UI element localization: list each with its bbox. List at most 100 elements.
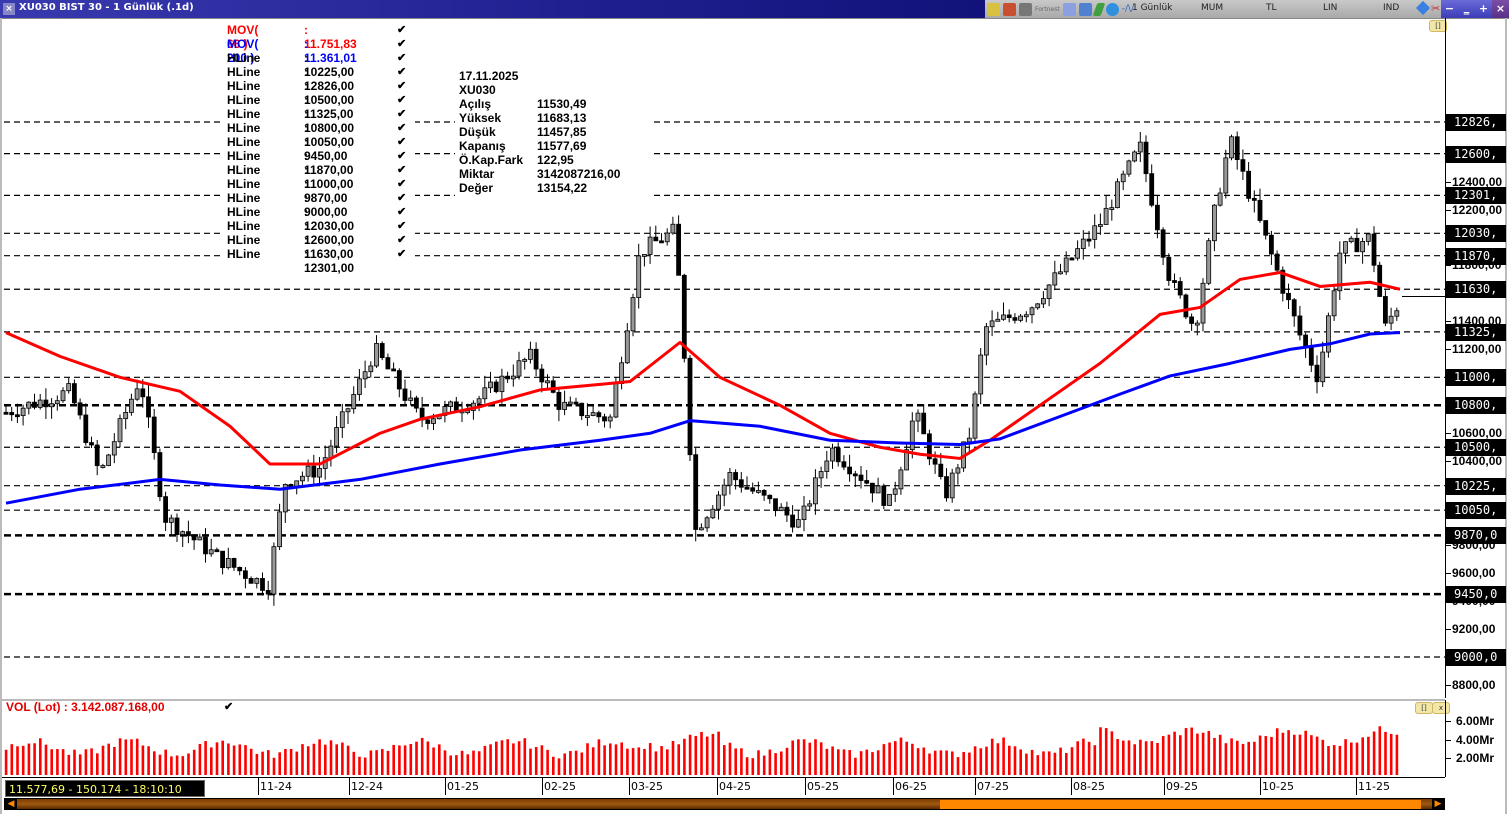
scroll-right-icon[interactable]: ▶ — [1432, 799, 1444, 809]
volume-check-icon[interactable]: ✔ — [224, 701, 234, 713]
legend-check-icon[interactable]: ✔ — [397, 38, 407, 50]
volume-bar — [460, 750, 464, 775]
candle — [841, 461, 847, 468]
candle — [1132, 151, 1137, 162]
legend-check-icon[interactable]: ✔ — [397, 52, 407, 64]
maximize-button[interactable]: + — [1475, 0, 1492, 18]
close-icon[interactable]: × — [3, 3, 15, 15]
volume-bar — [483, 745, 487, 775]
volume-bar — [563, 753, 566, 775]
candle — [351, 394, 357, 410]
scale-button[interactable]: LIN — [1323, 3, 1338, 13]
calc-icon[interactable] — [1062, 2, 1076, 16]
volume-bar — [232, 745, 236, 775]
candle — [704, 517, 710, 529]
info-row: Miktar 3142087216,00 — [459, 167, 659, 181]
tools-icon[interactable]: ✂ — [1431, 2, 1441, 15]
move-icon[interactable] — [1105, 2, 1119, 16]
panel-maximize-icon[interactable]: [] — [1429, 20, 1447, 32]
candle — [1103, 207, 1109, 225]
volume-bar — [1338, 745, 1342, 775]
candle — [738, 479, 744, 488]
candle — [140, 388, 146, 398]
candle-type-button[interactable]: MUM — [1201, 3, 1224, 13]
indicators-button[interactable]: IND — [1383, 3, 1400, 13]
window-icon[interactable] — [1019, 2, 1032, 16]
legend-check-icon[interactable]: ✔ — [397, 136, 407, 148]
indicator-icon[interactable]: -/\/ — [1121, 4, 1135, 14]
legend-check-icon[interactable]: ✔ — [397, 122, 407, 134]
chart-icon[interactable] — [1078, 2, 1092, 16]
volume-bar — [489, 744, 492, 775]
candle — [955, 467, 961, 474]
restore-button[interactable]: ‗ — [1458, 0, 1475, 18]
candle — [550, 380, 556, 393]
scroll-left-icon[interactable]: ◀ — [5, 799, 17, 809]
candle — [966, 437, 972, 443]
legend-check-icon[interactable]: ✔ — [397, 234, 407, 246]
legend-check-icon[interactable]: ✔ — [397, 108, 407, 120]
legend-check-icon[interactable]: ✔ — [397, 164, 407, 176]
candle — [191, 535, 197, 541]
legend-value: : 11630,00 — [304, 233, 354, 261]
volume-bar — [147, 746, 150, 775]
volume-bar — [774, 753, 777, 775]
volume-bar — [745, 757, 749, 775]
candle — [100, 465, 106, 468]
info-key: Değer — [459, 181, 494, 195]
volume-bar — [683, 738, 686, 775]
volume-bar — [1133, 744, 1136, 775]
legend-check-icon[interactable]: ✔ — [397, 248, 407, 260]
candle — [339, 411, 345, 428]
candle — [1274, 253, 1280, 271]
candle — [590, 412, 596, 416]
candle — [254, 578, 260, 584]
legend-check-icon[interactable]: ✔ — [397, 178, 407, 190]
candle — [927, 433, 932, 460]
title-bar-active: × XU030 BIST 30 - 1 Günlük (.1d) — [0, 0, 985, 18]
candle — [1166, 256, 1172, 281]
scroll-thumb[interactable] — [940, 800, 1421, 809]
candle — [1269, 234, 1274, 255]
close-window-button[interactable]: × — [1492, 0, 1509, 18]
volume-bar — [985, 746, 988, 775]
legend-value: : 12826,00 — [304, 65, 355, 93]
portfolio-icon[interactable] — [1003, 2, 1016, 16]
volume-bar — [819, 742, 823, 775]
legend-check-icon[interactable]: ✔ — [397, 206, 407, 218]
hline-price-label: 12826, — [1446, 114, 1506, 131]
vol-tick-4: 4.00Mr — [1456, 733, 1495, 747]
candle — [1388, 315, 1394, 324]
volume-bar — [1270, 736, 1273, 775]
volume-bar — [289, 748, 293, 775]
volume-bar — [1258, 735, 1262, 775]
legend-check-icon[interactable]: ✔ — [397, 192, 407, 204]
volume-bar — [455, 755, 458, 775]
legend-check-icon[interactable]: ✔ — [397, 80, 407, 92]
fortnest-label[interactable]: Fortnest — [1035, 5, 1060, 13]
candle — [773, 498, 778, 512]
legend-check-icon[interactable]: ✔ — [397, 66, 407, 78]
legend-check-icon[interactable]: ✔ — [397, 220, 407, 232]
currency-button[interactable]: TL — [1266, 3, 1277, 13]
candle — [978, 354, 984, 395]
legend-check-icon[interactable]: ✔ — [397, 150, 407, 162]
time-scrollbar[interactable]: ◀ ▶ — [4, 798, 1445, 810]
legend-check-icon[interactable]: ✔ — [397, 24, 407, 36]
period-button[interactable]: 1 Günlük — [1132, 3, 1173, 13]
candle — [185, 531, 191, 537]
legend-value: : 11870,00 — [304, 149, 354, 177]
legend-check-icon[interactable]: ✔ — [397, 94, 407, 106]
symbol-icon[interactable] — [987, 2, 1000, 16]
volume-bar — [1207, 731, 1211, 775]
volume-bar — [1241, 743, 1245, 775]
candle — [676, 223, 681, 276]
info-date: 17.11.2025 — [459, 69, 519, 83]
volume-bar — [540, 745, 544, 775]
legend-name: HLine — [227, 219, 261, 233]
volume-bar — [16, 746, 19, 775]
volume-bar — [1253, 741, 1256, 775]
volume-maximize-icon[interactable]: [] — [1415, 702, 1433, 714]
minimize-button[interactable]: − — [1441, 0, 1458, 18]
